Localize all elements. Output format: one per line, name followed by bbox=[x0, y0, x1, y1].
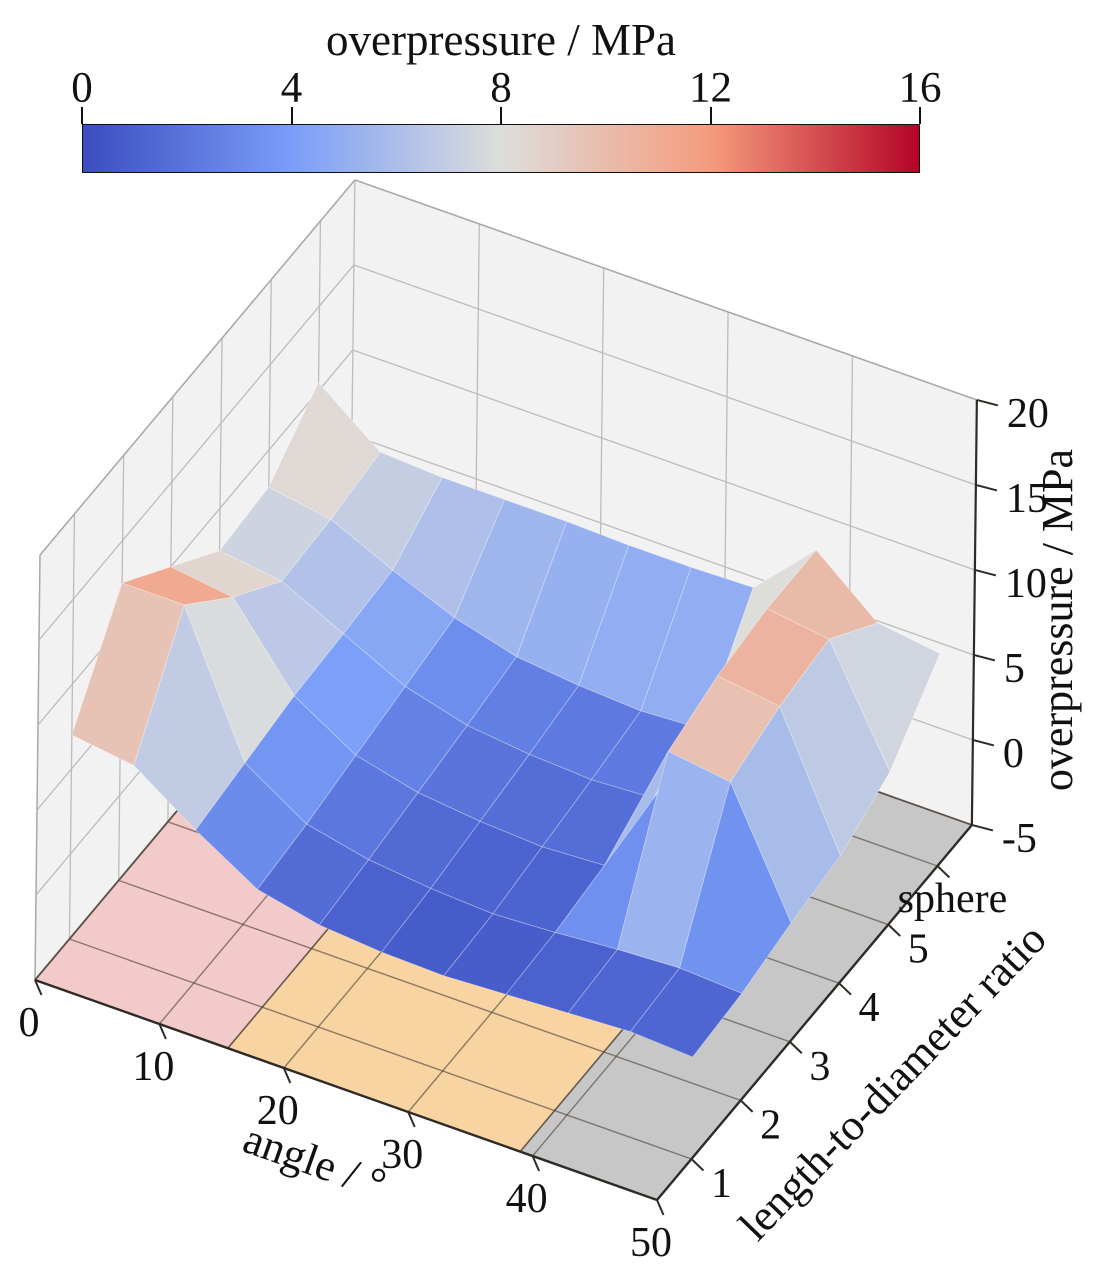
z-tick-mark bbox=[973, 653, 996, 662]
colorbar-tick-mark bbox=[81, 107, 83, 124]
x-tick-mark bbox=[656, 1199, 665, 1216]
z-tick-label: 20 bbox=[1007, 391, 1049, 437]
colorbar-tick-mark bbox=[500, 107, 502, 124]
y-tick-label: 3 bbox=[809, 1044, 830, 1090]
y-tick-label: 5 bbox=[908, 927, 929, 973]
y-tick-label: 2 bbox=[760, 1102, 781, 1148]
left-wall-gridline bbox=[37, 349, 354, 726]
z-axis-label: overpressure / MPa bbox=[1033, 449, 1082, 791]
colorbar-tick-mark bbox=[290, 107, 293, 124]
y-tick-label: 1 bbox=[711, 1161, 732, 1207]
colorbar-title: overpressure / MPa bbox=[326, 15, 676, 65]
y-tick-mark bbox=[789, 1041, 803, 1055]
z-tick-mark bbox=[974, 568, 997, 577]
y-tick-mark bbox=[936, 865, 951, 879]
colorbar-tick-label: 4 bbox=[280, 64, 303, 112]
y-tick-mark bbox=[838, 982, 852, 996]
floor-gridline bbox=[69, 938, 692, 1160]
colorbar-tick-label: 16 bbox=[898, 64, 942, 112]
left-wall-gridline bbox=[68, 513, 76, 939]
colorbar-tick-mark bbox=[919, 107, 921, 124]
x-axis-spine bbox=[34, 978, 658, 1202]
x-tick-mark bbox=[158, 1023, 167, 1040]
left-wall-gridline bbox=[38, 264, 355, 641]
y-axis-spine bbox=[656, 824, 973, 1201]
x-axis-label: angle / ° bbox=[237, 1114, 392, 1209]
z-tick-mark bbox=[976, 398, 999, 407]
back-wall-gridline bbox=[353, 264, 977, 486]
x-tick-mark bbox=[34, 979, 43, 996]
y-tick-label: 4 bbox=[859, 985, 880, 1031]
colorbar-gradient-bar bbox=[82, 124, 920, 173]
colorbar-tick-label: 0 bbox=[71, 64, 93, 112]
z-tick-label: 10 bbox=[1005, 561, 1047, 607]
box-vertical-edge bbox=[34, 554, 41, 981]
floor-gridline bbox=[118, 879, 741, 1102]
y-tick-mark bbox=[690, 1158, 705, 1172]
z-tick-mark bbox=[972, 738, 995, 747]
z-tick-mark bbox=[975, 483, 998, 492]
z-tick-label: 15 bbox=[1006, 476, 1048, 522]
z-tick-label: 0 bbox=[1003, 731, 1024, 777]
z-axis-spine bbox=[970, 399, 978, 825]
x-tick-label: 50 bbox=[630, 1220, 672, 1266]
x-tick-label: 0 bbox=[19, 1000, 40, 1046]
box-top-edge bbox=[354, 179, 978, 401]
floor-zone bbox=[520, 776, 972, 1200]
x-tick-label: 30 bbox=[381, 1132, 423, 1178]
back-wall-gridline bbox=[352, 349, 976, 571]
z-tick-label: 5 bbox=[1004, 646, 1025, 692]
x-tick-mark bbox=[407, 1111, 416, 1128]
colorbar-tick-mark bbox=[709, 107, 712, 124]
y-tick-mark bbox=[739, 1099, 754, 1113]
colorbar-tick-label: 8 bbox=[490, 64, 512, 112]
z-tick-label: -5 bbox=[1002, 816, 1037, 862]
x-tick-mark bbox=[282, 1067, 292, 1084]
surface-quad bbox=[828, 622, 941, 772]
z-tick-mark bbox=[971, 823, 994, 832]
box-top-edge bbox=[39, 179, 356, 556]
y-tick-label: sphere bbox=[898, 876, 1008, 922]
colorbar-tick-label: 12 bbox=[689, 64, 732, 112]
x-tick-label: 20 bbox=[257, 1088, 299, 1134]
y-tick-mark bbox=[887, 923, 901, 937]
x-tick-label: 40 bbox=[506, 1176, 548, 1222]
x-tick-label: 10 bbox=[132, 1044, 174, 1090]
x-tick-mark bbox=[531, 1155, 541, 1172]
